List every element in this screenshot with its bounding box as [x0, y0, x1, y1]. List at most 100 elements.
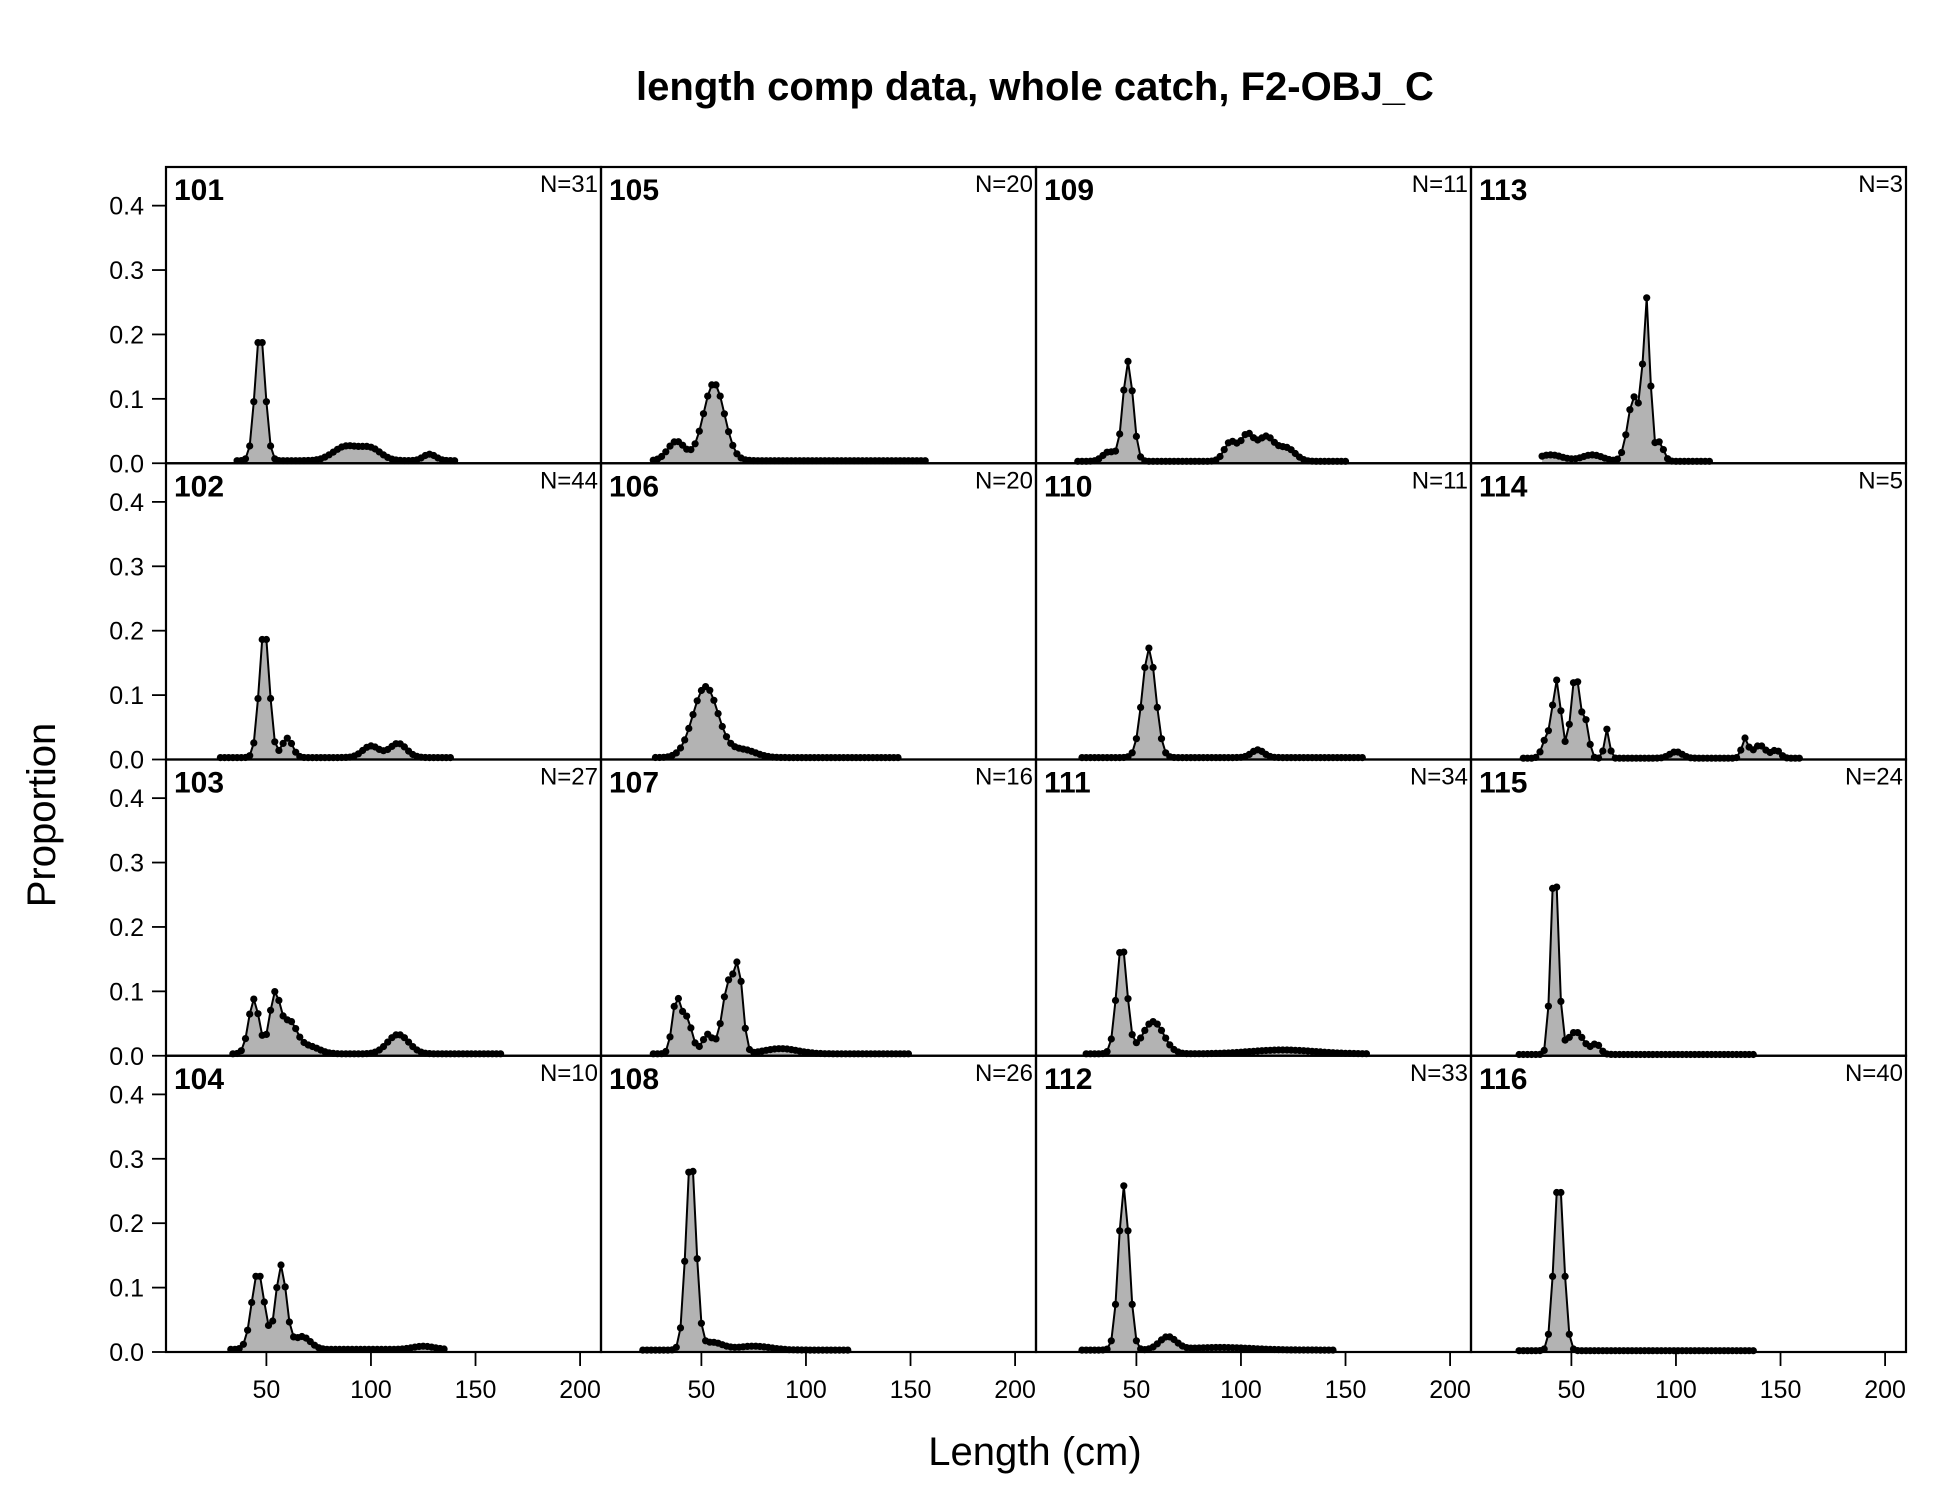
panel-111-point-9: [1120, 948, 1128, 956]
panel-105-point-12: [699, 410, 708, 418]
panel-103-point-36: [379, 1043, 388, 1051]
y-tick-label: 0.3: [109, 1146, 144, 1174]
panel-grid: 101 N=31 102 N=44 103 N=27 104 N=10 105 N=20 106 N=…: [164, 165, 1908, 1355]
panel-112-point-8: [1111, 1300, 1120, 1308]
panel-110-point-15: [1141, 663, 1149, 672]
panel-111-point-14: [1141, 1026, 1149, 1034]
panel-105-point-17: [720, 410, 729, 418]
panel-112-point-10: [1120, 1182, 1128, 1190]
panel-109-frame: [1034, 165, 1473, 465]
panel-114-point-19: [1599, 747, 1607, 755]
panel-103-point-2: [237, 1047, 245, 1055]
panel-110-n-label: N=11: [1412, 467, 1468, 494]
panel-116-area: [1519, 1192, 1754, 1352]
panel-111-point-11: [1128, 1031, 1136, 1039]
panel-113-n-label: N=3: [1858, 171, 1903, 198]
x-tick-label: 100: [785, 1376, 827, 1404]
panel-115-frame: [1469, 758, 1908, 1057]
panel-111-area: [1086, 952, 1367, 1056]
panel-101-area: [237, 342, 455, 464]
panel-115-point-14: [1574, 1029, 1582, 1037]
panel-114-frame: [1469, 462, 1908, 761]
panel-106: 106 N=20: [599, 462, 1038, 762]
y-tick-label: 0.4: [109, 1081, 144, 1109]
y-tick-label: 0.2: [109, 1210, 144, 1238]
panel-106-point-17: [722, 733, 731, 741]
y-tick-label: 0.4: [109, 193, 144, 221]
panel-112-label: 112: [1044, 1063, 1092, 1096]
panel-104-point-5: [248, 1298, 256, 1307]
panel-114-n-label: N=5: [1858, 467, 1903, 494]
panel-116-n-label: N=40: [1845, 1060, 1903, 1087]
panel-113-point-21: [1626, 406, 1634, 414]
panel-101-point-8: [267, 442, 275, 450]
panel-105-label: 105: [609, 174, 659, 207]
panel-114: 114 N=5: [1469, 462, 1908, 762]
panel-102: 102 N=44: [164, 462, 603, 762]
x-tick-label: 150: [1325, 1376, 1367, 1404]
panel-109-point-39: [1237, 437, 1245, 445]
panel-102-point-7: [246, 752, 254, 760]
panel-107-point-17: [720, 993, 729, 1001]
x-tick-label: 150: [455, 1376, 497, 1404]
panel-103-point-15: [292, 1025, 300, 1033]
panel-109-area: [1077, 361, 1346, 464]
panel-103-point-10: [271, 988, 279, 996]
panel-108-point-14: [697, 1319, 706, 1327]
panel-108-area: [642, 1171, 848, 1352]
panel-106-area: [655, 686, 898, 760]
y-tick-label: 0.3: [109, 257, 144, 285]
panel-104-point-14: [285, 1318, 293, 1326]
y-tick-label: 0.1: [109, 682, 144, 710]
panel-115-point-9: [1553, 883, 1561, 891]
panel-114-point-10: [1561, 737, 1569, 746]
panel-105-point-9: [687, 446, 695, 454]
panel-109-point-13: [1128, 387, 1136, 395]
y-tick-label: 0.2: [109, 618, 144, 646]
panel-110-area: [1082, 648, 1363, 760]
panel-107-point-5: [670, 1002, 678, 1011]
panel-105-point-18: [725, 428, 733, 436]
panel-112: 112 N=33: [1034, 1054, 1473, 1354]
panel-109-point-12: [1124, 357, 1132, 365]
panel-113-point-24: [1638, 360, 1647, 368]
panel-114-point-14: [1578, 708, 1586, 716]
x-tick-label: 200: [994, 1376, 1036, 1404]
panel-115-point-10: [1557, 997, 1565, 1006]
panel-111-point-13: [1137, 1034, 1145, 1042]
panel-113-point-23: [1634, 399, 1642, 407]
panel-114-point-8: [1553, 676, 1561, 684]
panel-111-point-10: [1124, 995, 1132, 1003]
panel-110-point-16: [1145, 644, 1153, 652]
panel-109-point-35: [1220, 446, 1228, 454]
panel-107-point-22: [741, 1024, 749, 1032]
x-axis-title: Length (cm): [928, 1430, 1141, 1474]
panel-106-point-15: [714, 710, 722, 718]
panel-114-point-15: [1582, 716, 1590, 724]
panel-110-frame: [1034, 462, 1473, 761]
panel-115-point-56: [1749, 1050, 1757, 1059]
x-tick-label: 200: [1429, 1376, 1471, 1404]
panel-116-point-6: [1540, 1345, 1548, 1353]
panel-105-point-13: [704, 392, 712, 400]
y-tick-label: 0.0: [109, 1043, 144, 1071]
panel-107-area: [653, 962, 909, 1056]
panel-114-point-7: [1549, 701, 1557, 709]
panel-105-point-10: [691, 440, 699, 448]
panel-102-point-14: [275, 746, 283, 755]
panel-106-point-5: [672, 749, 680, 757]
panel-110-point-12: [1128, 749, 1136, 757]
panel-110: 110 N=11: [1034, 462, 1473, 762]
panel-102-n-label: N=44: [540, 467, 598, 494]
x-tick-label: 150: [1760, 1376, 1802, 1404]
panel-109-point-14: [1132, 432, 1140, 440]
panel-103-point-11: [275, 996, 283, 1005]
panel-110-series-line: [1082, 647, 1363, 759]
panel-106-point-10: [693, 697, 701, 705]
panel-110-point-17: [1149, 663, 1157, 672]
panel-104-point-7: [256, 1272, 264, 1280]
panel-106-point-16: [718, 722, 726, 731]
panel-111-point-17: [1153, 1020, 1161, 1028]
panel-115-point-12: [1565, 1033, 1573, 1041]
y-tick-label: 0.1: [109, 386, 144, 414]
